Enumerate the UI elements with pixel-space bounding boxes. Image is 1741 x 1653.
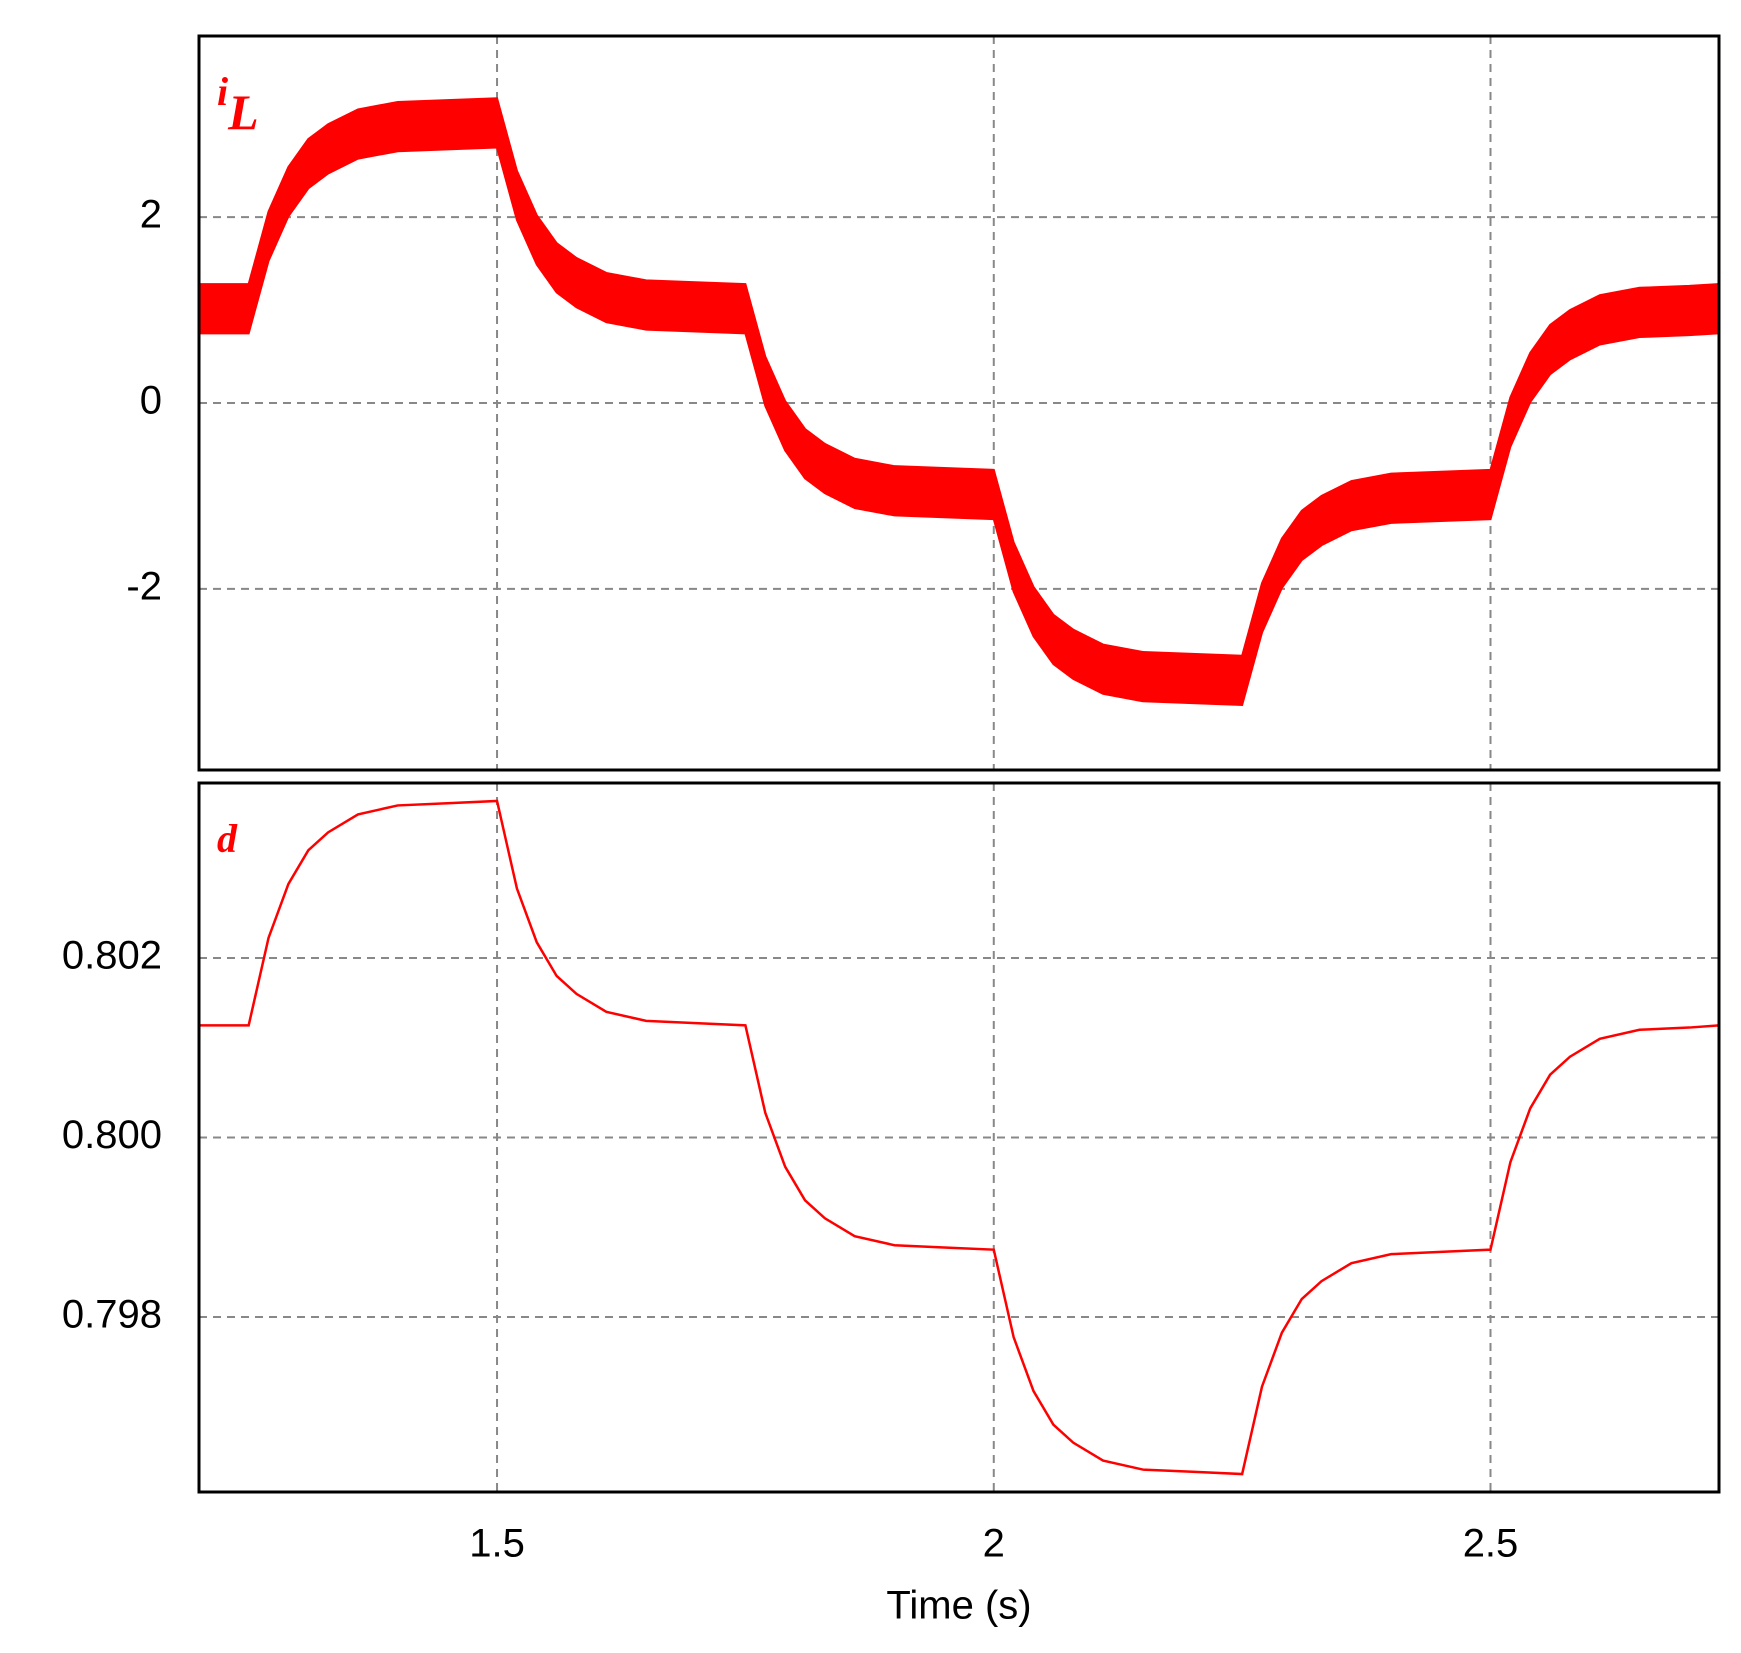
panel-label-sub: L — [227, 84, 259, 140]
y-tick-label: -2 — [126, 564, 162, 608]
panel-label-main: d — [217, 816, 238, 861]
x-tick-label: 1.5 — [469, 1522, 525, 1566]
x-axis-label: Time (s) — [886, 1584, 1031, 1628]
panel-label: d — [217, 816, 238, 861]
y-tick-label: 0 — [140, 379, 162, 423]
x-tick-label: 2 — [983, 1522, 1005, 1566]
y-tick-label: 0.798 — [62, 1293, 162, 1337]
y-tick-label: 0.800 — [62, 1113, 162, 1157]
duty-line — [199, 799, 1720, 1476]
plot-frame — [197, 781, 1721, 1494]
y-tick-label: 2 — [140, 193, 162, 237]
panel-label: iL — [217, 69, 259, 140]
plot-frame — [197, 34, 1721, 772]
x-tick-label: 2.5 — [1463, 1522, 1519, 1566]
panel-label-main: i — [217, 69, 228, 114]
y-tick-label: 0.802 — [62, 934, 162, 978]
